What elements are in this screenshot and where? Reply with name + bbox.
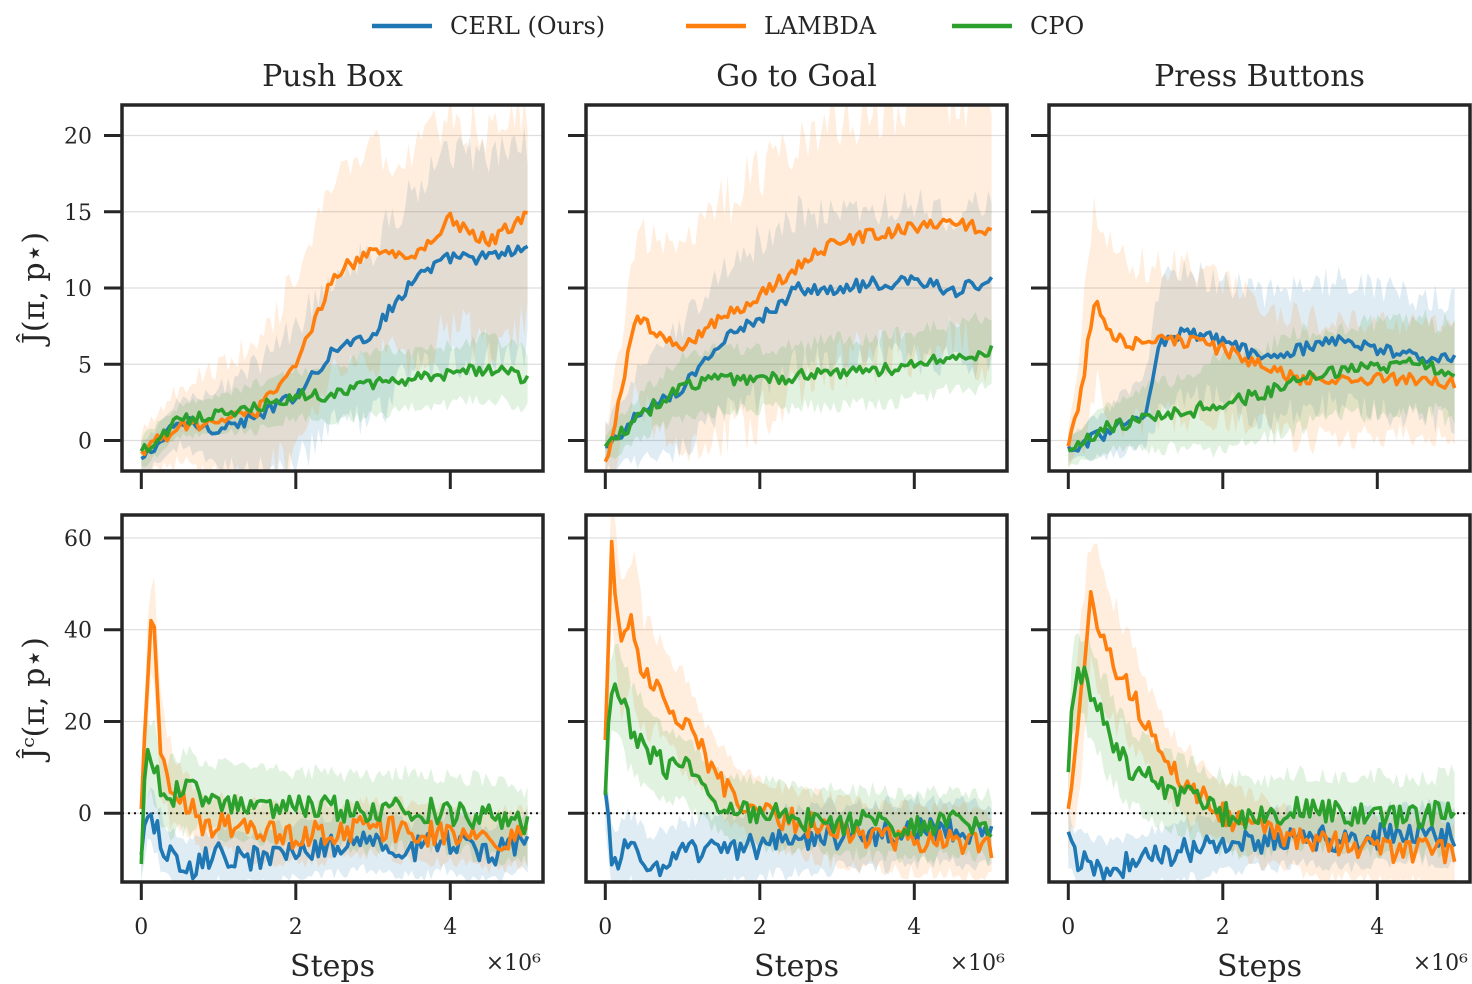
panel-push-box-return: 0 5 10 15 20 Push Box <box>64 59 545 489</box>
x-tick-label: 2 <box>1216 915 1230 940</box>
band-cpo <box>605 643 992 867</box>
band-cpo <box>141 331 528 468</box>
x-tick-label: 0 <box>1061 915 1075 940</box>
x-tick-label: 0 <box>134 915 148 940</box>
band-lambda <box>1068 196 1455 467</box>
panel-title-go-to-goal: Go to Goal <box>716 59 877 94</box>
series-line-cpo <box>603 682 993 838</box>
legend-label-cpo: CPO <box>1030 12 1084 40</box>
x-tick-label: 0 <box>598 915 612 940</box>
series-line-lambda <box>139 618 528 852</box>
plot-area <box>603 105 994 471</box>
y-tick-label: 5 <box>78 353 92 378</box>
legend-label-cerl-ours: CERL (Ours) <box>450 12 605 40</box>
y-axis-label-cost: Ĵᶜ(π, p⋆) <box>16 637 52 763</box>
band-cerl-ours <box>1068 259 1455 463</box>
panel-title-press-buttons: Press Buttons <box>1154 59 1365 94</box>
band-cerl-ours <box>605 188 992 471</box>
x-tick-label: 4 <box>1370 915 1384 940</box>
y-tick-label: 60 <box>64 527 92 552</box>
series-line-lambda <box>1066 590 1457 865</box>
series-line-cpo <box>1066 665 1457 830</box>
band-cpo <box>1068 631 1455 862</box>
x-scale-label: ×10⁶ <box>1413 951 1468 976</box>
y-axis-label-return: Ĵ(π, p⋆) <box>16 232 52 347</box>
panel-go-to-goal-return: Go to Goal <box>568 59 1009 489</box>
panel-push-box-cost: 0 20 40 60 0 2 4 <box>64 513 545 940</box>
plot-area <box>1066 196 1457 468</box>
x-axis-label: Steps <box>1217 949 1302 984</box>
x-axis-label: Steps <box>290 949 375 984</box>
x-scale-label: ×10⁶ <box>950 951 1005 976</box>
x-tick-label: 4 <box>443 915 457 940</box>
band-lambda <box>141 105 528 471</box>
band-lambda <box>605 515 992 882</box>
series-line-cerl-ours <box>605 274 994 449</box>
axes-frame <box>1047 513 1472 884</box>
y-tick-label: 0 <box>78 802 92 827</box>
series-line-cpo <box>603 345 994 448</box>
axes-frame <box>120 513 545 884</box>
series-line-lambda <box>603 217 993 463</box>
x-scale-label: ×10⁶ <box>486 951 541 976</box>
series-line-cerl-ours <box>1066 821 1457 882</box>
y-tick-label: 20 <box>64 710 92 735</box>
band-cerl-ours <box>141 127 528 471</box>
series-line-lambda <box>1066 299 1457 447</box>
series-line-cpo <box>1067 356 1456 453</box>
x-axis-label: Steps <box>754 949 839 984</box>
x-tick-label: 2 <box>753 915 767 940</box>
y-tick-label: 10 <box>64 277 92 302</box>
panel-press-buttons-cost: 0 2 4 <box>1031 513 1472 940</box>
y-tick-label: 20 <box>64 125 92 150</box>
series-line-cpo <box>139 363 530 454</box>
series-line-lambda <box>140 210 528 456</box>
panel-press-buttons-return: Press Buttons <box>1031 59 1472 489</box>
band-lambda <box>141 576 528 874</box>
panel-go-to-goal-cost: 0 2 4 <box>568 513 1009 940</box>
x-tick-label: 4 <box>907 915 921 940</box>
y-tick-label: 40 <box>64 619 92 644</box>
axis-labels: Ĵ(π, p⋆) Steps ×10⁶ Steps ×10⁶ Steps ×10⁶ Ĵᶜ(π,… <box>16 232 1468 984</box>
y-tick-label: 15 <box>64 201 92 226</box>
plot-area <box>1066 543 1457 882</box>
legend-label-lambda: LAMBDA <box>764 12 877 40</box>
legend: CERL (Ours) LAMBDA CPO <box>372 12 1084 40</box>
plot-area <box>139 576 530 882</box>
x-tick-label: 2 <box>289 915 303 940</box>
band-cpo <box>605 312 992 461</box>
y-tick-label: 0 <box>78 430 92 455</box>
panel-title-push-box: Push Box <box>262 59 403 94</box>
axes-frame <box>584 513 1009 884</box>
plot-area <box>139 105 530 471</box>
series-line-cerl-ours <box>603 790 994 878</box>
series-line-cpo <box>139 747 530 865</box>
plot-area <box>603 515 994 882</box>
